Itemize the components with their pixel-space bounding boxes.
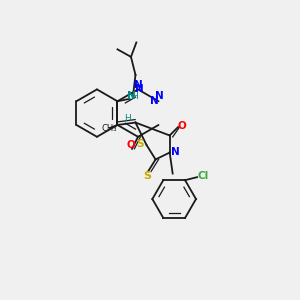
Text: O: O [126, 140, 135, 150]
Text: CH₃: CH₃ [101, 124, 117, 133]
Text: S: S [136, 139, 144, 148]
Text: N: N [150, 96, 158, 106]
Text: N: N [127, 91, 135, 101]
Text: H: H [124, 114, 131, 123]
Text: O: O [177, 121, 186, 131]
Text: H: H [131, 92, 138, 101]
Text: N: N [134, 80, 142, 90]
Text: Cl: Cl [197, 171, 209, 181]
Text: N: N [155, 92, 164, 101]
Text: N: N [135, 84, 144, 94]
Text: N: N [171, 147, 179, 157]
Text: S: S [143, 171, 151, 181]
